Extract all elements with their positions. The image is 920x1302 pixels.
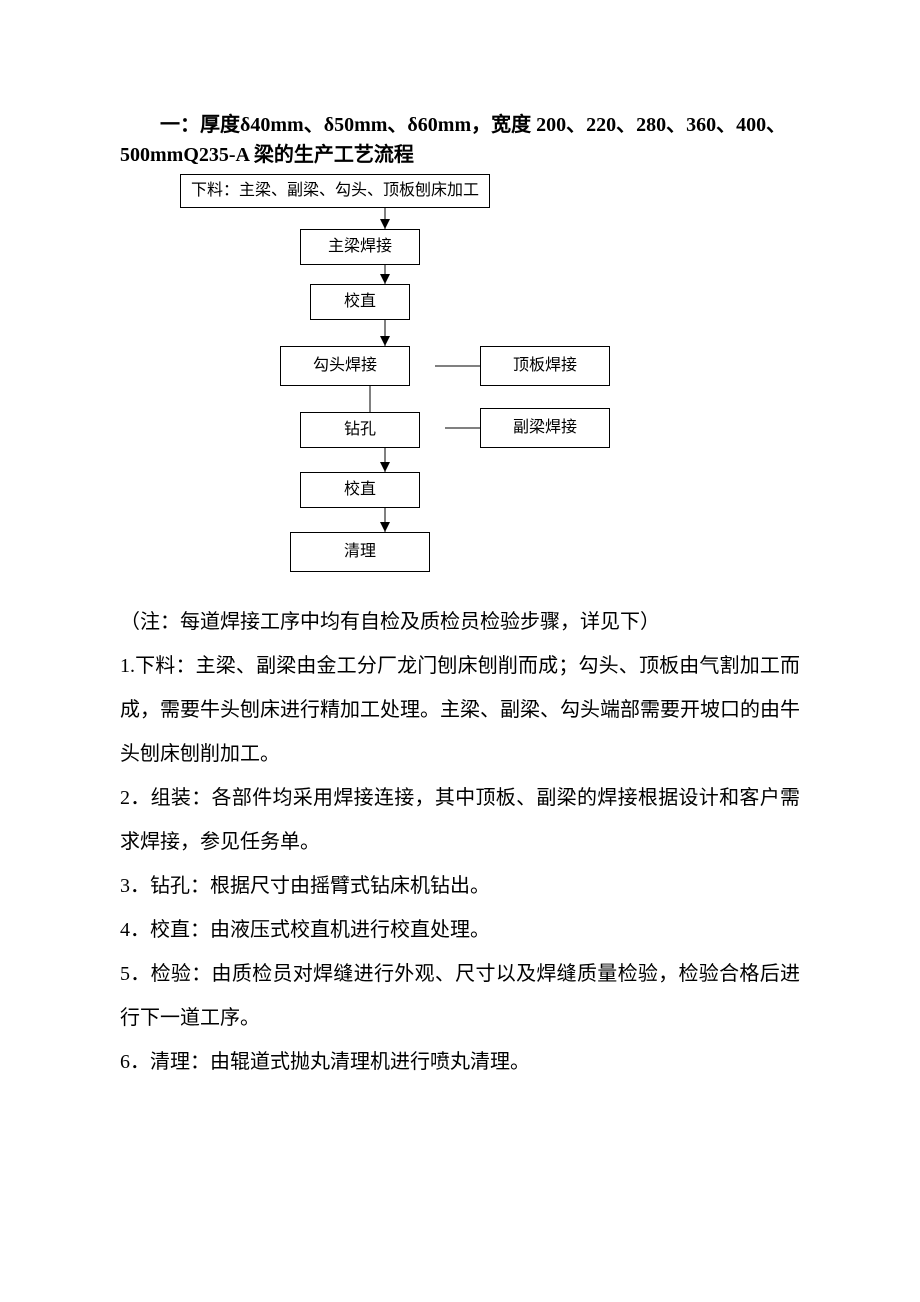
flowchart-node: 勾头焊接 [280,346,410,386]
item-head: 组装： [151,787,212,809]
page-title: 一：厚度δ40mm、δ50mm、δ60mm，宽度 200、220、280、360… [120,110,800,170]
flowchart-node: 钻孔 [300,412,420,448]
list-item: 4．校直：由液压式校直机进行校直处理。 [120,908,800,952]
flowchart: 下料：主梁、副梁、勾头、顶板刨床加工主梁焊接校直勾头焊接顶板焊接钻孔副梁焊接校直… [150,174,800,594]
item-head: 下料： [135,655,196,677]
item-number: 5． [120,963,151,985]
items-list: 1.下料：主梁、副梁由金工分厂龙门刨床刨削而成；勾头、顶板由气割加工而成，需要牛… [120,644,800,1084]
item-body: 由液压式校直机进行校直处理。 [210,919,490,941]
item-head: 检验： [151,963,212,985]
list-item: 2．组装：各部件均采用焊接连接，其中顶板、副梁的焊接根据设计和客户需求焊接，参见… [120,776,800,864]
flowchart-node: 校直 [310,284,410,320]
item-body: 主梁、副梁由金工分厂龙门刨床刨削而成；勾头、顶板由气割加工而成，需要牛头刨床进行… [120,655,800,765]
flowchart-node: 主梁焊接 [300,229,420,265]
note-text: （注：每道焊接工序中均有自检及质检员检验步骤，详见下） [120,600,800,644]
item-head: 钻孔： [150,875,210,897]
page: 一：厚度δ40mm、δ50mm、δ60mm，宽度 200、220、280、360… [0,0,920,1302]
item-number: 1. [120,655,135,677]
item-body: 根据尺寸由摇臂式钻床机钻出。 [210,875,490,897]
item-number: 2． [120,787,151,809]
flowchart-node: 清理 [290,532,430,572]
item-number: 3． [120,875,150,897]
flowchart-node: 校直 [300,472,420,508]
list-item: 1.下料：主梁、副梁由金工分厂龙门刨床刨削而成；勾头、顶板由气割加工而成，需要牛… [120,644,800,776]
item-body: 由质检员对焊缝进行外观、尺寸以及焊缝质量检验，检验合格后进行下一道工序。 [120,963,800,1029]
flowchart-edges [150,174,800,594]
list-item: 6．清理：由辊道式抛丸清理机进行喷丸清理。 [120,1040,800,1084]
list-item: 5．检验：由质检员对焊缝进行外观、尺寸以及焊缝质量检验，检验合格后进行下一道工序… [120,952,800,1040]
item-body: 各部件均采用焊接连接，其中顶板、副梁的焊接根据设计和客户需求焊接，参见任务单。 [120,787,800,853]
item-number: 4． [120,919,150,941]
item-head: 清理： [150,1051,210,1073]
flowchart-node: 顶板焊接 [480,346,610,386]
list-item: 3．钻孔：根据尺寸由摇臂式钻床机钻出。 [120,864,800,908]
item-body: 由辊道式抛丸清理机进行喷丸清理。 [210,1051,530,1073]
flowchart-node: 副梁焊接 [480,408,610,448]
item-number: 6． [120,1051,150,1073]
flowchart-node: 下料：主梁、副梁、勾头、顶板刨床加工 [180,174,490,208]
item-head: 校直： [150,919,210,941]
